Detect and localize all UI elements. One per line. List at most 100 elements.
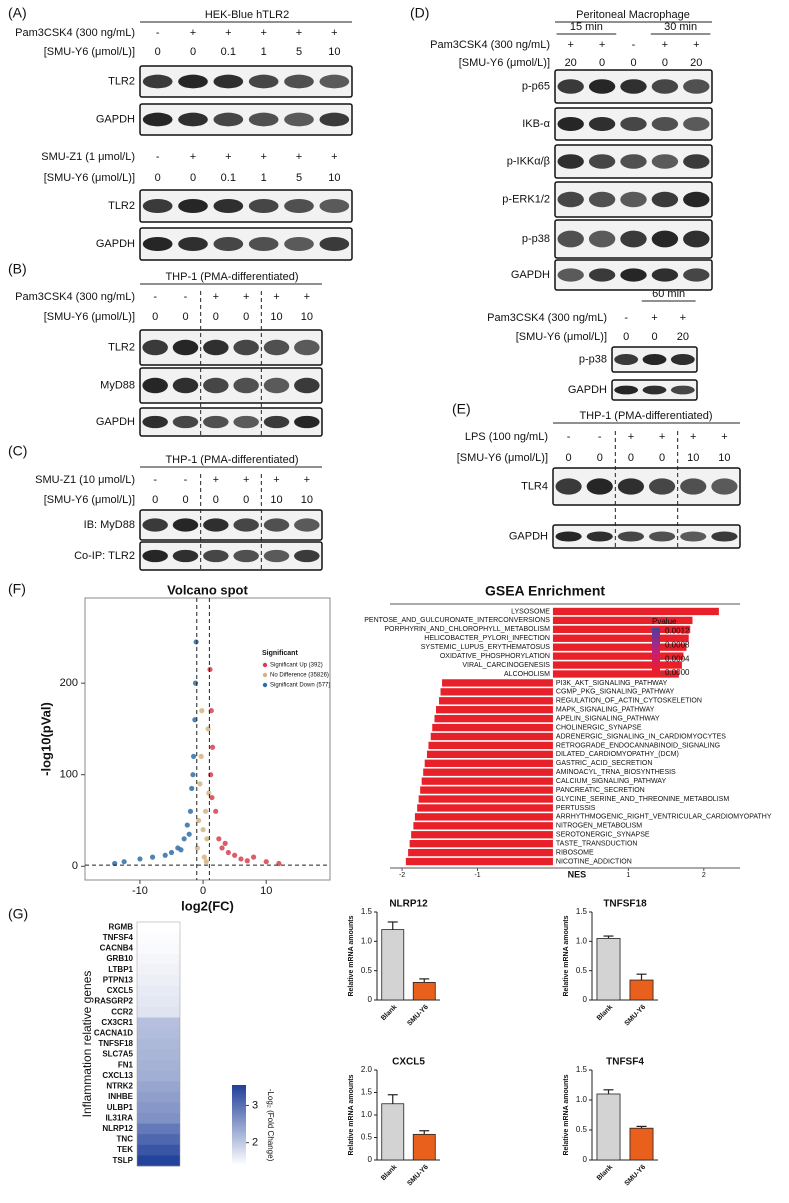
blot-box [139, 407, 323, 437]
band [683, 191, 710, 208]
time-label: 15 min [570, 21, 603, 33]
band [642, 354, 667, 365]
gene-label: FN1 [118, 1060, 134, 1069]
bar [442, 679, 553, 687]
gene-label: ULBP1 [107, 1103, 134, 1112]
y-tick-label: 1.5 [361, 907, 373, 916]
panel-label: (A) [8, 5, 27, 21]
heatmap-cell [137, 1059, 180, 1071]
blot-box [139, 509, 323, 541]
bar [414, 813, 553, 821]
band [711, 478, 738, 495]
condition-value: + [273, 474, 279, 486]
condition-value: + [599, 39, 605, 51]
bar [552, 634, 689, 642]
category-label: LYSOSOME [511, 608, 550, 615]
y-axis-label: Inflammation relative genes [80, 971, 94, 1118]
heatmap-cell [137, 1091, 180, 1103]
point [201, 854, 207, 860]
bar [423, 768, 553, 776]
band-label: GAPDH [96, 238, 135, 250]
condition-value: 5 [296, 46, 302, 58]
point [209, 794, 215, 801]
heatmap-cell [137, 985, 180, 997]
y-axis-label: Relative mRNA amounts [348, 1074, 355, 1155]
condition-name: LPS (100 ng/mL) [465, 431, 548, 443]
band [203, 415, 229, 429]
y-axis-label: -log10(pVal) [38, 702, 53, 776]
panel-label: (D) [410, 5, 429, 21]
bar [552, 625, 691, 633]
point [192, 717, 198, 723]
bar [439, 697, 553, 705]
bar [552, 643, 687, 651]
bar [552, 616, 693, 625]
bar [412, 982, 436, 1001]
point [149, 854, 156, 860]
colorbar-tick-label: 0.0000 [665, 668, 690, 677]
heatmap-cell [137, 932, 180, 944]
category-label: ALCOHOLISM [504, 671, 550, 678]
band [213, 112, 244, 127]
band [588, 268, 616, 282]
gene-label: TNFSF4 [103, 933, 134, 942]
band-label: GAPDH [96, 416, 135, 428]
condition-value: 10 [301, 311, 313, 323]
bar [412, 1133, 436, 1161]
x-tick-label: -10 [132, 885, 148, 897]
condition-name: SMU-Z1 (1 μmol/L) [41, 151, 135, 163]
band [614, 385, 639, 395]
colorbar-tick-label: 2 [252, 1137, 258, 1149]
point [207, 666, 213, 673]
point [203, 859, 209, 865]
point [204, 836, 210, 842]
band [319, 74, 350, 89]
band [648, 531, 676, 542]
bar [417, 804, 553, 812]
band-label: TLR2 [108, 200, 135, 212]
x-axis-label: log2(FC) [181, 898, 234, 913]
condition-name: [SMU-Y6 (μmol/L)] [44, 172, 135, 184]
band [142, 236, 173, 252]
condition-value: + [304, 291, 310, 303]
condition-value: 0 [599, 57, 605, 69]
gene-label: CACNB4 [100, 944, 134, 953]
plot-frame [84, 597, 331, 881]
band [711, 531, 738, 542]
band [142, 377, 168, 394]
band-label: MyD88 [100, 379, 135, 391]
heatmap-cell [137, 943, 180, 955]
category-label: CHOLINERGIC_SYNAPSE [556, 724, 642, 731]
y-tick-label: 2.0 [361, 1065, 373, 1074]
band [233, 415, 259, 429]
condition-name: Pam3CSK4 (300 ng/mL) [15, 291, 135, 303]
condition-value: 10 [301, 494, 313, 506]
chart-title: Volcano spot [167, 582, 248, 597]
bar [411, 831, 553, 839]
band [648, 478, 676, 495]
colorbar [232, 1085, 246, 1165]
band-label: p-p38 [579, 353, 607, 365]
band [588, 79, 616, 94]
condition-value: 0 [182, 494, 188, 506]
band-label: p-IKKα/β [507, 155, 550, 167]
band [203, 339, 229, 356]
gene-label: PTPN13 [103, 975, 134, 984]
band [670, 385, 695, 395]
condition-value: - [153, 474, 157, 486]
y-axis-label: Relative mRNA amounts [348, 915, 355, 996]
gene-label: TEK [117, 1145, 133, 1154]
condition-value: - [624, 312, 628, 324]
gene-label: LTBP1 [108, 965, 133, 974]
panel-label: (C) [8, 443, 27, 459]
x-tick-label: -1 [474, 872, 480, 879]
condition-value: - [184, 474, 188, 486]
band-label: IKB-α [522, 118, 550, 130]
time-label: 30 min [664, 21, 697, 33]
point [187, 808, 194, 814]
point [232, 852, 238, 858]
heatmap-cell [137, 1112, 180, 1124]
condition-name: SMU-Z1 (10 μmol/L) [35, 474, 135, 486]
blot-box [139, 103, 353, 136]
bar [629, 1127, 654, 1161]
